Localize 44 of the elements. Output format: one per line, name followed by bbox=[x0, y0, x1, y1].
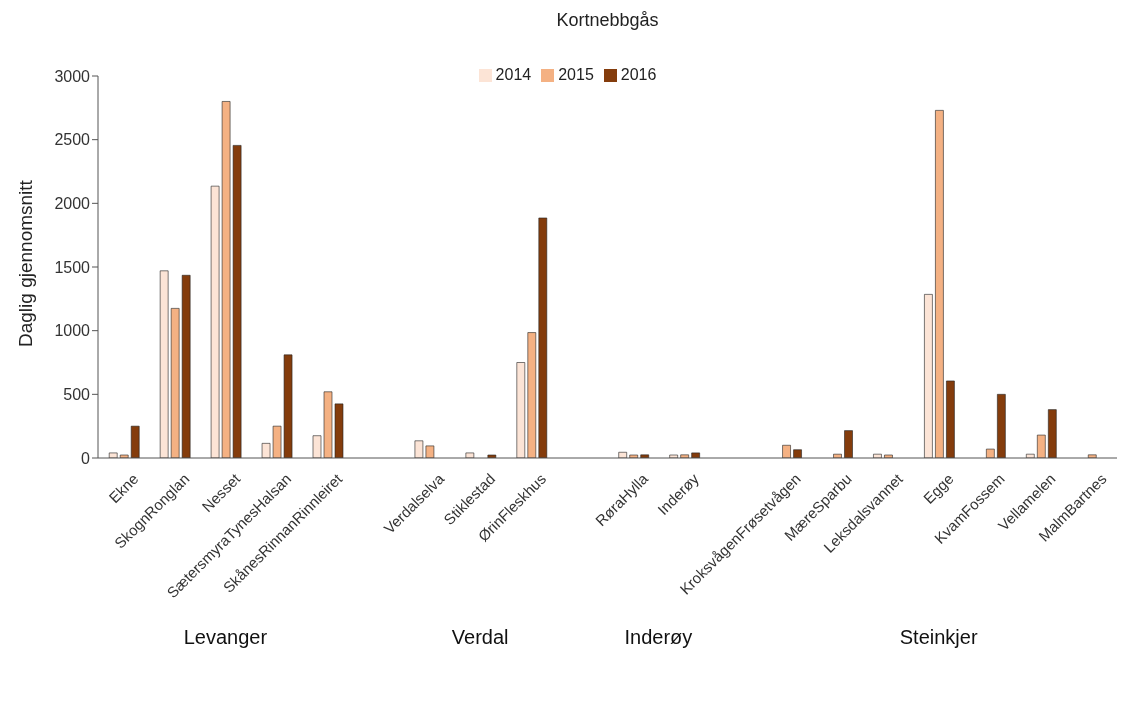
bar bbox=[487, 454, 497, 458]
bar bbox=[538, 217, 548, 458]
y-axis-title: Daglig gjennomsnitt bbox=[14, 179, 36, 347]
legend-label: 2014 bbox=[495, 66, 532, 83]
bar bbox=[884, 454, 893, 458]
y-tick-label: 3000 bbox=[54, 67, 91, 85]
bar bbox=[1037, 434, 1046, 458]
y-tick-label: 500 bbox=[63, 386, 91, 404]
text: Steinkjer bbox=[898, 626, 979, 649]
bar bbox=[997, 394, 1006, 458]
y-tick-label: 1000 bbox=[54, 322, 91, 340]
bar bbox=[159, 270, 169, 458]
bar bbox=[130, 425, 140, 458]
bar bbox=[640, 454, 650, 458]
bar bbox=[170, 308, 180, 458]
bar bbox=[691, 452, 700, 458]
chart-title: Kortnebbgås bbox=[555, 10, 660, 31]
text: Verdal bbox=[450, 626, 510, 649]
y-tick-label: 1500 bbox=[54, 258, 91, 276]
bar bbox=[1048, 409, 1057, 458]
bar bbox=[181, 274, 191, 458]
bar bbox=[844, 430, 853, 458]
bar bbox=[629, 454, 639, 458]
legend-label: 2015 bbox=[558, 66, 594, 83]
bar bbox=[946, 380, 955, 458]
text: Levanger bbox=[182, 626, 269, 649]
bar bbox=[782, 444, 791, 458]
y-tick-label: 0 bbox=[81, 449, 91, 467]
text: Inderøy bbox=[623, 626, 694, 649]
legend-label: 2016 bbox=[620, 66, 657, 83]
bar bbox=[793, 449, 802, 458]
bar bbox=[669, 454, 678, 458]
bar bbox=[924, 294, 933, 458]
bar bbox=[986, 448, 995, 458]
bar bbox=[465, 452, 475, 458]
bar bbox=[119, 454, 129, 458]
bar bbox=[527, 332, 537, 458]
bar bbox=[108, 452, 118, 458]
bar bbox=[935, 110, 944, 458]
bar bbox=[516, 362, 526, 458]
bar bbox=[680, 454, 689, 458]
bar bbox=[1087, 454, 1097, 458]
y-tick-label: 2000 bbox=[54, 195, 91, 213]
y-tick-label: 2500 bbox=[54, 131, 91, 149]
